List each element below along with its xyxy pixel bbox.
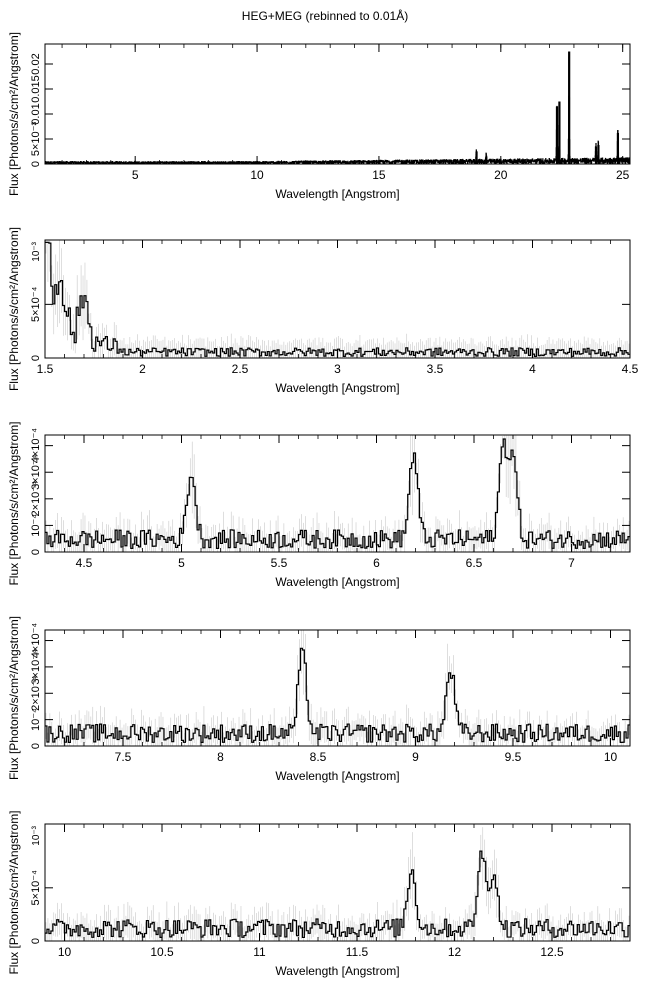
x-tick-label: 4.5 — [76, 556, 93, 570]
x-tick-label: 10 — [58, 945, 72, 959]
y-tick-label: 4×10⁻⁴ — [30, 428, 42, 464]
y-tick-label: 10⁻⁴ — [30, 708, 42, 731]
x-tick-label: 9 — [412, 750, 419, 764]
spectrum-line — [45, 647, 630, 743]
emission-line-1 — [485, 156, 488, 164]
y-tick-label: 0.015 — [30, 75, 42, 103]
emission-line-7 — [616, 133, 620, 164]
figure-title: HEG+MEG (rebinned to 0.01Å) — [241, 9, 409, 23]
emission-line-3 — [558, 101, 561, 164]
emission-line-2 — [555, 106, 559, 164]
y-tick-label: 0 — [30, 743, 42, 749]
x-tick-label: 4.5 — [622, 362, 639, 376]
y-scale-label: 10⁻³ — [31, 241, 42, 261]
x-axis-label: Wavelength [Angstrom] — [275, 769, 399, 783]
y-tick-label: 0.01 — [30, 103, 42, 124]
x-tick-label: 2 — [139, 362, 146, 376]
x-tick-label: 15 — [372, 168, 386, 182]
y-tick-label: 0.02 — [30, 53, 42, 74]
y-tick-label: 5×10⁻⁴ — [30, 870, 42, 906]
y-tick-label: 0 — [30, 355, 42, 361]
x-tick-label: 3 — [334, 362, 341, 376]
y-tick-label: 0 — [30, 161, 42, 167]
error-bars — [45, 240, 630, 358]
x-tick-label: 8 — [217, 750, 224, 764]
x-tick-label: 2.5 — [232, 362, 249, 376]
spectrum-line — [45, 438, 630, 550]
x-axis-label: Wavelength [Angstrom] — [275, 187, 399, 201]
spectrum-line — [44, 56, 631, 165]
chart-panel-5: 10 10.5 11 11.5 12 12.5 0 5×10⁻⁴ 10⁻³ Wavelength … — [7, 810, 631, 978]
spectrum-line — [45, 850, 630, 939]
y-scale-label: 10⁻³ — [31, 825, 42, 845]
x-axis-label: Wavelength [Angstrom] — [275, 964, 399, 978]
plot-frame — [44, 239, 631, 359]
y-axis-label: Flux [Photons/s/cm²/Angstrom] — [7, 810, 21, 974]
chart-panel-2: 1.5 2 2.5 3 3.5 4 4.5 0 5×10⁻⁴ 10⁻³ Wavelength [An… — [7, 227, 639, 395]
x-tick-label: 10 — [250, 168, 264, 182]
x-tick-label: 6.5 — [466, 556, 483, 570]
x-axis-label: Wavelength [Angstrom] — [275, 575, 399, 589]
y-axis-label: Flux [Photons/s/cm²/Angstrom] — [7, 32, 21, 196]
y-axis-label: Flux [Photons/s/cm²/Angstrom] — [7, 616, 21, 780]
x-tick-label: 11.5 — [346, 945, 369, 959]
emission-line-6 — [597, 145, 600, 164]
x-tick-label: 10 — [604, 750, 618, 764]
y-tick-label: 0 — [30, 938, 42, 944]
y-axis-label: Flux [Photons/s/cm²/Angstrom] — [7, 421, 21, 585]
y-tick-label: 3×10⁻⁴ — [30, 454, 42, 490]
emission-line-0 — [475, 151, 478, 164]
y-tick-label: 2×10⁻⁴ — [30, 481, 42, 517]
x-tick-label: 7 — [568, 556, 575, 570]
y-tick-label: 10⁻⁴ — [30, 514, 42, 537]
x-tick-label: 10.5 — [150, 945, 174, 959]
x-tick-label: 5.5 — [271, 556, 288, 570]
spectrum-line — [45, 241, 630, 357]
x-tick-label: 11 — [253, 945, 266, 959]
plot-frame — [44, 43, 631, 165]
y-tick-label: 5×10⁻³ — [30, 122, 42, 157]
y-axis-label: Flux [Photons/s/cm²/Angstrom] — [7, 227, 21, 391]
x-tick-label: 12.5 — [540, 945, 564, 959]
x-tick-label: 7.5 — [115, 750, 132, 764]
y-tick-label: 0 — [30, 549, 42, 555]
y-tick-label: 2×10⁻⁴ — [30, 675, 42, 711]
x-tick-label: 1.5 — [37, 362, 54, 376]
x-tick-label: 25 — [616, 168, 630, 182]
x-tick-label: 6 — [373, 556, 380, 570]
x-tick-label: 5 — [132, 168, 139, 182]
x-tick-label: 3.5 — [427, 362, 444, 376]
chart-panel-4: 7.5 8 8.5 9 9.5 10 0 10⁻⁴2×10⁻⁴3×10⁻⁴4×10⁻⁴ Wave… — [7, 616, 631, 783]
chart-panel-3: 4.5 5 5.5 6 6.5 7 0 10⁻⁴2×10⁻⁴3×10⁻⁴4×10⁻⁴ Wavel… — [7, 421, 631, 589]
x-tick-label: 20 — [494, 168, 508, 182]
x-tick-label: 8.5 — [310, 750, 327, 764]
y-tick-label: 5×10⁻⁴ — [30, 286, 42, 322]
x-tick-label: 9.5 — [505, 750, 522, 764]
y-tick-label: 3×10⁻⁴ — [30, 649, 42, 685]
error-bars — [45, 630, 630, 746]
x-tick-label: 12 — [448, 945, 462, 959]
emission-line-5 — [594, 146, 598, 164]
x-tick-label: 5 — [178, 556, 185, 570]
y-tick-label: 4×10⁻⁴ — [30, 623, 42, 659]
plot-frame — [44, 629, 631, 747]
x-tick-label: 4 — [529, 362, 536, 376]
x-axis-label: Wavelength [Angstrom] — [275, 381, 399, 395]
emission-line-4 — [568, 51, 571, 164]
